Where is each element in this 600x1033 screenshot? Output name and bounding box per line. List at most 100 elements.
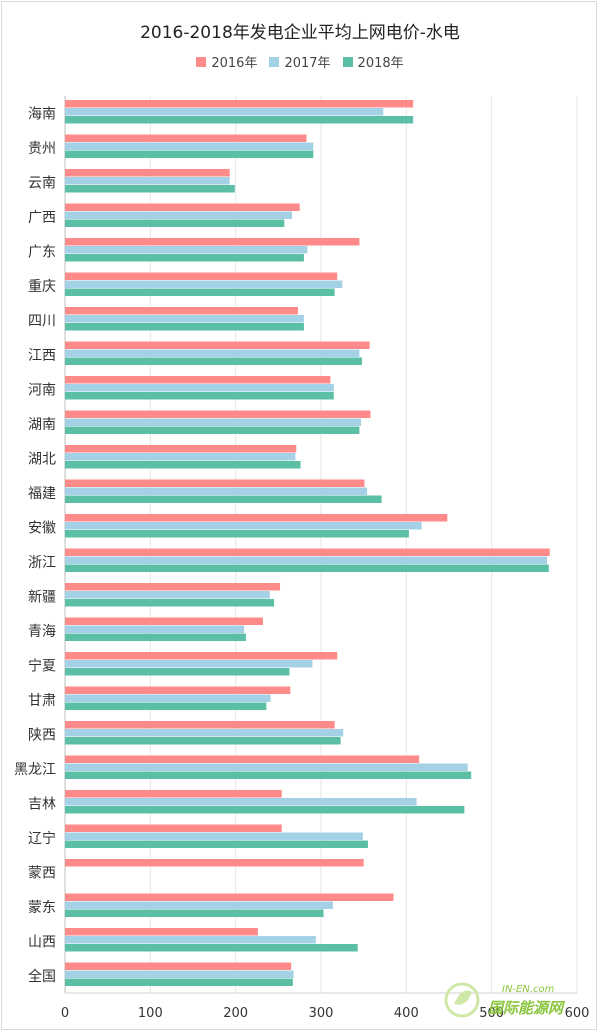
legend-swatch-2018 — [342, 56, 353, 67]
bar-广西-2016年 — [65, 203, 300, 211]
bar-黑龙江-2018年 — [65, 771, 472, 779]
bar-安徽-2018年 — [65, 530, 409, 538]
category-label-海南: 海南 — [28, 106, 56, 122]
bar-贵州-2017年 — [65, 142, 314, 150]
bar-蒙东-2016年 — [65, 893, 394, 901]
bar-山西-2016年 — [65, 928, 258, 936]
bar-四川-2017年 — [65, 315, 304, 323]
category-label-山西: 山西 — [28, 934, 56, 950]
legend-label-2016: 2016年 — [211, 56, 258, 71]
bar-全国-2017年 — [65, 970, 294, 978]
category-label-甘肃: 甘肃 — [28, 693, 56, 709]
bar-河南-2016年 — [65, 376, 331, 384]
bar-全国-2018年 — [65, 978, 293, 986]
bar-四川-2016年 — [65, 307, 298, 315]
x-tick-label-500: 500 — [479, 1006, 504, 1021]
watermark-small-text: IN-EN.com — [502, 984, 555, 995]
bar-云南-2017年 — [65, 177, 230, 185]
bar-辽宁-2016年 — [65, 824, 282, 832]
legend-label-2018: 2018年 — [357, 56, 404, 71]
bar-辽宁-2018年 — [65, 840, 368, 848]
category-label-云南: 云南 — [28, 175, 56, 191]
category-label-辽宁: 辽宁 — [28, 830, 56, 847]
category-label-安徽: 安徽 — [28, 520, 56, 536]
bar-福建-2016年 — [65, 479, 365, 487]
category-label-蒙西: 蒙西 — [28, 865, 56, 881]
category-label-广东: 广东 — [28, 244, 56, 260]
bar-广西-2018年 — [65, 219, 285, 227]
bar-青海-2016年 — [65, 617, 263, 625]
bar-湖南-2017年 — [65, 418, 362, 426]
category-label-新疆: 新疆 — [28, 589, 56, 605]
bar-江西-2016年 — [65, 341, 370, 349]
legend: 2016年 2017年 2018年 — [0, 52, 600, 71]
bar-青海-2017年 — [65, 625, 245, 633]
bar-陕西-2016年 — [65, 721, 335, 729]
bar-海南-2016年 — [65, 100, 414, 108]
bar-安徽-2017年 — [65, 522, 422, 530]
legend-label-2017: 2017年 — [284, 56, 331, 71]
x-tick-label-100: 100 — [138, 1006, 163, 1021]
category-label-重庆: 重庆 — [28, 279, 56, 295]
bar-甘肃-2017年 — [65, 694, 271, 702]
legend-swatch-2017 — [269, 56, 280, 67]
category-label-广西: 广西 — [28, 210, 56, 226]
bar-蒙东-2017年 — [65, 901, 333, 909]
bar-江西-2017年 — [65, 349, 360, 357]
category-label-蒙东: 蒙东 — [28, 900, 56, 916]
bar-贵州-2016年 — [65, 134, 307, 142]
bar-甘肃-2018年 — [65, 702, 267, 710]
bar-浙江-2018年 — [65, 564, 549, 572]
category-label-浙江: 浙江 — [28, 555, 56, 571]
bar-广东-2018年 — [65, 254, 304, 262]
category-label-贵州: 贵州 — [28, 141, 56, 157]
bar-蒙东-2018年 — [65, 909, 324, 917]
bar-海南-2018年 — [65, 116, 414, 124]
bar-四川-2018年 — [65, 323, 304, 331]
bar-新疆-2018年 — [65, 599, 275, 607]
x-tick-label-0: 0 — [61, 1006, 69, 1021]
category-label-湖南: 湖南 — [28, 417, 56, 433]
bar-广东-2016年 — [65, 238, 360, 246]
category-label-全国: 全国 — [28, 968, 56, 985]
bar-宁夏-2016年 — [65, 652, 338, 660]
category-label-陕西: 陕西 — [28, 727, 56, 743]
bar-海南-2017年 — [65, 108, 384, 116]
category-label-福建: 福建 — [28, 486, 56, 502]
watermark-leaf-icon — [444, 982, 480, 1018]
bar-重庆-2017年 — [65, 280, 343, 288]
category-label-湖北: 湖北 — [28, 451, 56, 467]
bar-贵州-2018年 — [65, 150, 314, 158]
bar-重庆-2016年 — [65, 272, 338, 280]
category-label-宁夏: 宁夏 — [28, 657, 56, 674]
bar-山西-2017年 — [65, 936, 316, 944]
bar-福建-2017年 — [65, 487, 368, 495]
bar-安徽-2016年 — [65, 514, 448, 522]
legend-item-2016: 2016年 — [196, 52, 257, 71]
bar-新疆-2016年 — [65, 583, 281, 591]
watermark-big-text: 国际能源网 — [488, 999, 566, 1017]
bar-云南-2016年 — [65, 169, 230, 177]
bar-湖北-2018年 — [65, 461, 301, 469]
bar-河南-2018年 — [65, 392, 334, 400]
watermark-logo: IN-EN.com 国际能源网 — [444, 982, 566, 1018]
bar-山西-2018年 — [65, 944, 358, 952]
bar-浙江-2017年 — [65, 556, 548, 564]
category-label-黑龙江: 黑龙江 — [14, 762, 56, 778]
bar-福建-2018年 — [65, 495, 382, 503]
bar-黑龙江-2017年 — [65, 763, 468, 771]
bar-甘肃-2016年 — [65, 686, 291, 694]
bar-湖南-2018年 — [65, 426, 360, 434]
x-tick-label-300: 300 — [309, 1006, 334, 1021]
legend-item-2017: 2017年 — [269, 52, 331, 71]
category-label-江西: 江西 — [28, 348, 56, 364]
x-tick-label-400: 400 — [394, 1006, 419, 1021]
category-label-吉林: 吉林 — [28, 796, 56, 812]
bar-全国-2016年 — [65, 962, 292, 970]
bar-云南-2018年 — [65, 185, 235, 193]
bar-辽宁-2017年 — [65, 832, 363, 840]
bar-浙江-2016年 — [65, 548, 550, 556]
x-tick-label-600: 600 — [565, 1006, 590, 1021]
